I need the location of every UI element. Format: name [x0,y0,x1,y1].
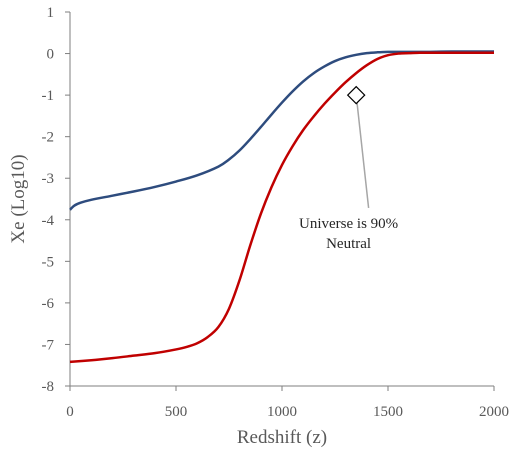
annotation: Universe is 90% Neutral [299,85,398,252]
series-line-blue [69,50,494,211]
y-tick-label: -4 [42,213,55,229]
annotation-diamond-marker [346,85,366,105]
x-axis-title: Redshift (z) [237,427,327,448]
annotation-leader-line [355,95,370,209]
x-tick-label: 1500 [373,404,403,420]
annotation-text-line2: Neutral [326,236,371,252]
y-tick-label: -7 [42,337,55,353]
ticks: 1 0 -1 -2 -3 -4 -5 -6 -7 -8 0 500 1000 1500 2000 [42,5,510,420]
y-tick-label: 1 [47,5,55,21]
y-tick-label: -2 [42,130,55,146]
annotation-text-line1: Universe is 90% [299,216,398,232]
y-tick-label: -1 [42,88,55,104]
x-tick-label: 500 [165,404,188,420]
y-axis-title: Xe (Log10) [8,154,29,243]
y-tick-label: 0 [47,47,55,63]
y-tick-label: -6 [42,296,55,312]
y-tick-label: -3 [42,171,55,187]
x-tick-label: 2000 [479,404,509,420]
series [69,50,494,364]
axes [69,12,494,387]
y-tick-label: -8 [42,379,55,395]
series-line-red [69,51,494,364]
x-tick-label: 1000 [267,404,297,420]
x-tick-label: 0 [66,404,74,420]
y-tick-label: -5 [42,254,55,270]
